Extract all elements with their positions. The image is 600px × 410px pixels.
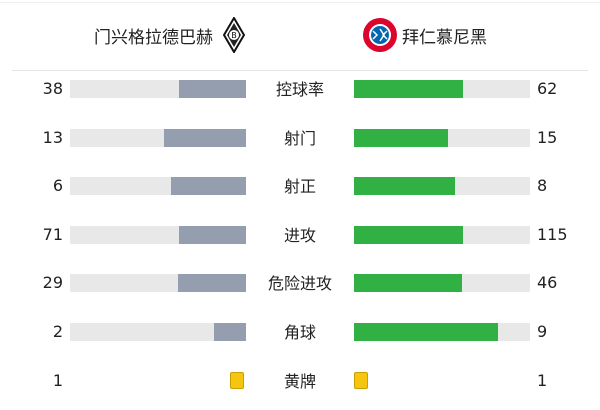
stat-label: 进攻 bbox=[283, 225, 316, 245]
home-stat-bar bbox=[70, 274, 246, 293]
home-stat-value: 29 bbox=[42, 273, 63, 293]
stat-label: 危险进攻 bbox=[267, 274, 332, 294]
away-stat-value: 15 bbox=[537, 127, 558, 147]
header-divider bbox=[12, 70, 588, 71]
away-stat-bar bbox=[354, 225, 530, 244]
away-bar-fill bbox=[354, 225, 463, 244]
home-bar-fill bbox=[179, 80, 246, 98]
home-bar-fill bbox=[177, 274, 246, 293]
home-stat-value: 38 bbox=[42, 79, 63, 98]
svg-text:B: B bbox=[231, 31, 237, 40]
away-bar-fill bbox=[354, 80, 464, 98]
stat-label: 黄牌 bbox=[283, 371, 316, 391]
home-stat-value: 1 bbox=[52, 370, 63, 390]
away-stat-value: 8 bbox=[537, 176, 548, 196]
away-stat-bar bbox=[354, 128, 530, 147]
stat-row: 2 角球 9 bbox=[0, 320, 600, 344]
home-bar-fill bbox=[214, 323, 246, 341]
away-stat-value: 46 bbox=[537, 273, 558, 293]
away-bar-fill bbox=[354, 274, 462, 293]
home-stat-value: 6 bbox=[52, 176, 63, 196]
stat-label: 射门 bbox=[283, 128, 316, 148]
stat-row: 6 射正 8 bbox=[0, 174, 600, 198]
stat-label: 控球率 bbox=[275, 80, 324, 99]
top-divider bbox=[0, 2, 600, 3]
home-team-name: 门兴格拉德巴赫 bbox=[94, 27, 213, 48]
stat-row: 38 控球率 62 bbox=[0, 77, 600, 101]
home-bar-fill bbox=[178, 225, 246, 244]
home-team-header: 门兴格拉德巴赫 B bbox=[94, 17, 245, 53]
away-stat-bar bbox=[354, 323, 530, 341]
away-stat-value: 62 bbox=[537, 79, 558, 98]
home-stat-bar bbox=[70, 323, 246, 341]
home-bar-fill bbox=[164, 128, 246, 147]
away-bar-fill bbox=[354, 177, 455, 196]
home-yellow-card-icon bbox=[230, 371, 244, 389]
home-stat-value: 13 bbox=[42, 127, 63, 147]
stat-row: 29 危险进攻 46 bbox=[0, 271, 600, 295]
home-stat-bar bbox=[70, 80, 246, 98]
home-stat-bar bbox=[70, 128, 246, 147]
away-stat-bar bbox=[354, 177, 530, 196]
stat-row: 13 射门 15 bbox=[0, 126, 600, 150]
home-bar-fill bbox=[170, 177, 246, 196]
away-bar-fill bbox=[354, 323, 498, 341]
gladbach-crest-icon: B bbox=[223, 17, 245, 53]
away-team-name: 拜仁慕尼黑 bbox=[402, 27, 487, 48]
home-stat-bar bbox=[70, 225, 246, 244]
stat-row: 71 进攻 115 bbox=[0, 223, 600, 247]
stat-row: 1 黄牌 1 bbox=[0, 369, 600, 393]
away-stat-value: 1 bbox=[537, 370, 548, 390]
away-stat-value: 9 bbox=[537, 322, 548, 341]
away-stat-bar bbox=[354, 274, 530, 293]
bayern-crest-icon bbox=[363, 18, 397, 52]
away-stat-bar bbox=[354, 80, 530, 98]
home-stat-value: 2 bbox=[52, 322, 63, 341]
away-stat-value: 115 bbox=[537, 224, 568, 244]
home-stat-value: 71 bbox=[42, 224, 63, 244]
away-bar-fill bbox=[354, 128, 449, 147]
away-team-header: 拜仁慕尼黑 bbox=[362, 18, 487, 52]
away-yellow-card-icon bbox=[354, 371, 368, 389]
home-stat-bar bbox=[70, 177, 246, 196]
stat-label: 角球 bbox=[283, 323, 316, 342]
stat-label: 射正 bbox=[283, 177, 316, 197]
